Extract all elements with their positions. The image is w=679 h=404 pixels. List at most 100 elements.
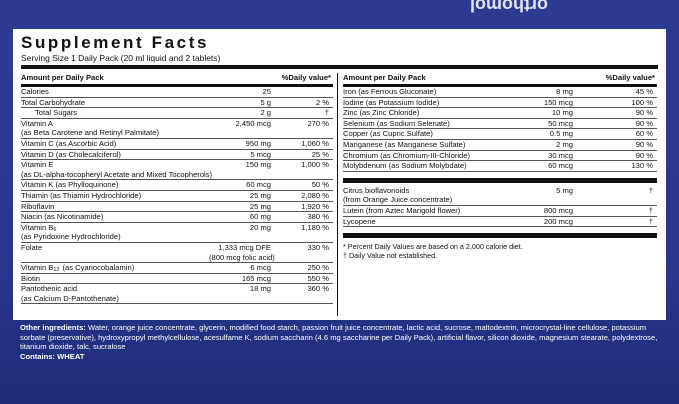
brand: orthomol — [470, 0, 548, 15]
nutrient-row: Zinc (as Zinc Chloride) 10 mg 90 % — [343, 108, 657, 119]
daily-value: 45 % — [635, 87, 653, 96]
amount: 800 mcg — [543, 205, 573, 215]
name-line: Zinc (as Zinc Chloride) — [343, 108, 657, 118]
amount: 2 mg — [556, 139, 573, 149]
facts-panel: Supplement Facts Serving Size 1 Daily Pa… — [13, 29, 666, 320]
nutrient-row: Chromium (as Chromium-III-Chloride) 30 mc… — [343, 151, 657, 162]
rule — [343, 233, 657, 239]
nutrient-row: Lutein (from Aztec Marigold flower) 800 m… — [343, 206, 657, 217]
daily-value: 250 % — [307, 263, 329, 273]
nutrient-name: Vitamin E — [21, 160, 54, 170]
nutrient-row: Vitamin K (as Phylloquinone) 60 mcg 50 % — [21, 180, 333, 191]
contains-label: Contains: — [20, 351, 56, 361]
nutrient-row: Thiamin (as Thiamin Hydrochloride) 25 mg 2… — [21, 191, 333, 202]
subscript: 12 — [53, 267, 60, 274]
ingredients-label: Other ingredients: — [20, 323, 86, 332]
nutrient-name: Biotin — [21, 273, 40, 283]
nutrient-row: Citrus bioflavonoids (from Orange Juice c… — [343, 186, 657, 206]
name-line: Pantothenic acid — [21, 284, 333, 294]
amount: 2,450 mcg — [235, 118, 271, 128]
nutrient-row: Iron (as Ferrous Gluconate) 8 mg 45 % — [343, 87, 657, 98]
nutrient-name: Total Sugars — [35, 108, 78, 118]
amount-note: (800 mcg folic acid) — [209, 252, 275, 262]
daily-value: 60 % — [635, 129, 653, 139]
amount: 18 mg — [249, 284, 271, 294]
nutrient-name: Copper (as Cupric Sulfate) — [343, 129, 433, 139]
nutrient-name: Lutein (from Aztec Marigold flower) — [343, 205, 461, 215]
nutrient-name: Total Carbohydrate — [21, 97, 86, 107]
nutrient-name: Selenium (as Sodium Selenate) — [343, 118, 450, 128]
daily-value: 100 % — [631, 97, 653, 107]
nutrient-row: Pantothenic acid (as Calcium D-Pantothena… — [21, 284, 333, 305]
amount: 5 g — [260, 97, 271, 107]
header-dv: %Daily value* — [605, 73, 655, 82]
left-column: Amount per Daily Pack %Daily value* Calori… — [21, 73, 333, 305]
amount: 60 mcg — [246, 180, 271, 190]
name-line: Citrus bioflavonoids — [343, 186, 657, 196]
amount: 20 mg — [249, 222, 271, 232]
daily-value: 380 % — [307, 212, 329, 222]
daily-value: 50 % — [311, 180, 329, 190]
nutrient-row: Manganese (as Manganese Sulfate) 2 mg 90 % — [343, 140, 657, 151]
amount: 50 mcg — [548, 118, 573, 128]
nutrient-name: Chromium (as Chromium-III-Chloride) — [343, 150, 471, 160]
nutrient-name: Vitamin C (as Ascorbic Acid) — [21, 138, 117, 148]
daily-value: † — [648, 205, 653, 215]
name-line: Copper (as Cupric Sulfate) — [343, 129, 657, 139]
serving: Serving Size 1 Daily Pack (20 ml liquid … — [21, 53, 221, 63]
nutrient-row: Iodine (as Potassium Iodide) 150 mcg 100 % — [343, 98, 657, 109]
nutrient-name: Vitamin K (as Phylloquinone) — [21, 180, 119, 190]
nutrient-note: (as Pyridoxine Hydrochloride) — [21, 232, 121, 242]
name-line: Biotin — [21, 274, 333, 284]
nutrient-row: Vitamin D (as Cholecalciferol) 5 mcg 25 % — [21, 150, 333, 161]
nutrient-note: (as Beta Carotene and Retinyl Palmitate) — [21, 128, 160, 138]
nutrient-name-rest: (as Cyanocobalamin) — [62, 263, 135, 273]
nutrient-name: Niacin (as Nicotinamide) — [21, 212, 104, 222]
amount: 150 mcg — [543, 97, 573, 107]
rule — [21, 65, 658, 69]
amount: 60 mcg — [548, 161, 573, 171]
nutrient-name: Vitamin B — [21, 222, 54, 232]
nutrient-name: Pantothenic acid — [21, 284, 78, 294]
table-header: Amount per Daily Pack %Daily value* — [343, 73, 657, 87]
title: Supplement Facts — [21, 33, 210, 52]
header-dv: %Daily value* — [281, 73, 331, 82]
nutrient-row: Lycopene 200 mcg † — [343, 217, 657, 228]
name-line: Vitamin B12 (as Cyanocobalamin) — [21, 263, 333, 273]
name-line: Total Carbohydrate — [21, 98, 333, 108]
amount: 60 mg — [249, 212, 271, 222]
daily-value: 1,000 % — [301, 160, 329, 170]
amount: 200 mcg — [543, 216, 573, 226]
amount: 8 mg — [556, 87, 573, 96]
amount: 30 mcg — [548, 150, 573, 160]
name-line: Vitamin D (as Cholecalciferol) — [21, 150, 333, 160]
nutrient-row: Vitamin B6 (as Pyridoxine Hydrochloride) 2… — [21, 223, 333, 243]
nutrient-row: Vitamin E (as DL-alpha-tocopheryl Acetate… — [21, 160, 333, 181]
nutrient-row: Vitamin B12 (as Cyanocobalamin) 6 mcg 250 % — [21, 263, 333, 274]
table-header: Amount per Daily Pack %Daily value* — [21, 73, 333, 87]
daily-value: 270 % — [307, 118, 329, 128]
amount: 25 — [262, 87, 271, 96]
name-line: Iodine (as Potassium Iodide) — [343, 98, 657, 108]
nutrient-note: (from Orange Juice concentrate) — [343, 195, 453, 205]
name-line: Selenium (as Sodium Selenate) — [343, 119, 657, 129]
daily-value: 90 % — [635, 139, 653, 149]
daily-value: † — [648, 216, 653, 226]
nutrient-name: Thiamin (as Thiamin Hydrochloride) — [21, 190, 142, 200]
nutrient-name: Riboflavin — [21, 201, 55, 211]
footnote: † Daily Value not established. — [343, 251, 438, 261]
amount: 2 g — [260, 108, 271, 118]
nutrient-name: Zinc (as Zinc Chloride) — [343, 108, 420, 118]
nutrient-row: Selenium (as Sodium Selenate) 50 mcg 90 % — [343, 119, 657, 130]
nutrient-note: (as Calcium D-Pantothenate) — [21, 293, 119, 303]
name-line: Vitamin E — [21, 160, 333, 170]
daily-value: † — [648, 185, 653, 195]
nutrient-name: Iron (as Ferrous Gluconate) — [343, 87, 437, 96]
nutrient-row: Molybdenum (as Sodium Molybdate) 60 mcg 13… — [343, 161, 657, 172]
nutrient-row: Vitamin A (as Beta Carotene and Retinyl P… — [21, 119, 333, 139]
amount: 165 mcg — [241, 273, 271, 283]
nutrient-note: (as DL-alpha-tocopheryl Acetate and Mixe… — [21, 169, 213, 179]
daily-value: 2,080 % — [301, 190, 329, 200]
nutrient-name: Vitamin A — [21, 118, 53, 128]
